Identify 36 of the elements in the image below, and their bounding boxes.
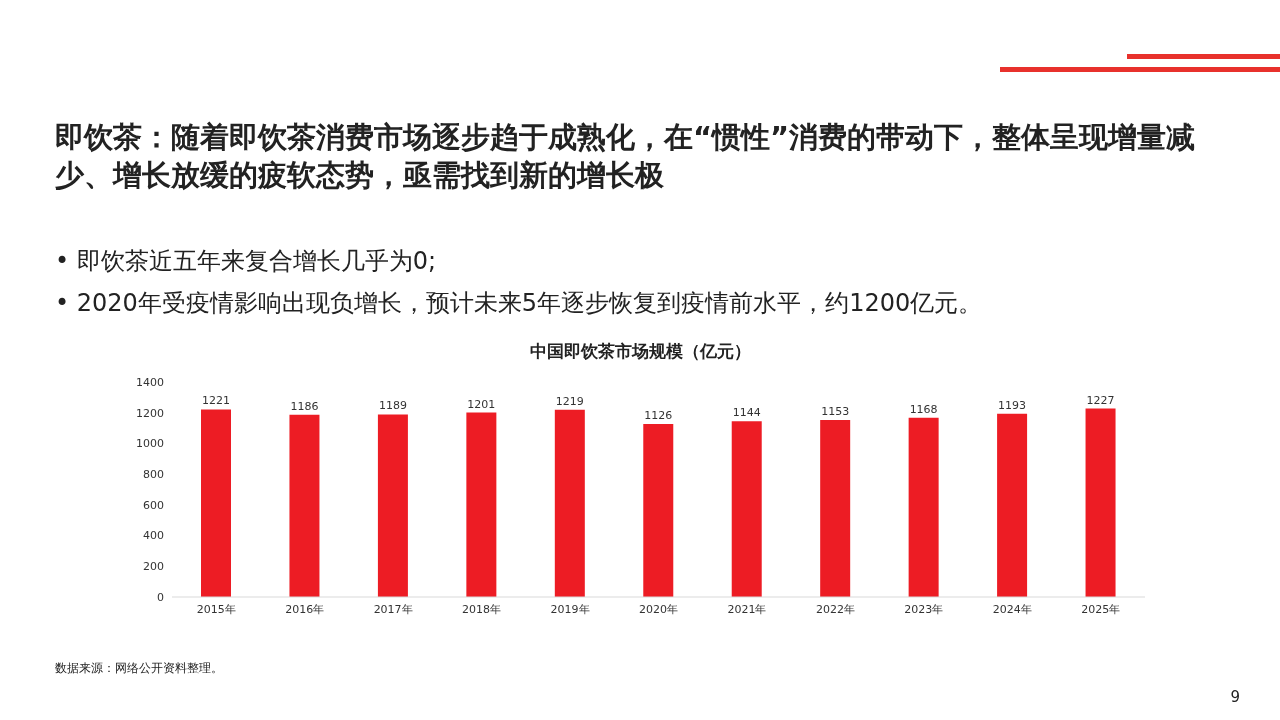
x-tick-label: 2023年 <box>904 602 944 616</box>
text: • 即饮茶近五年来复合增长几乎为0; <box>55 246 438 277</box>
data-label: 1219 <box>555 394 584 408</box>
x-tick-label: 2017年 <box>373 602 413 616</box>
x-tick-label: 2019年 <box>550 602 590 616</box>
x-tick-label: 2020年 <box>639 602 678 616</box>
data-label: 1227 <box>1086 393 1115 407</box>
data-label: 1193 <box>998 398 1027 412</box>
x-tick-label: 2022年 <box>815 602 855 616</box>
y-tick-label: 800 <box>143 468 164 482</box>
data-label: 1186 <box>290 399 319 413</box>
data-label: 1189 <box>378 399 407 413</box>
y-tick-label: 600 <box>143 498 164 512</box>
x-tick-label: 2016年 <box>285 602 325 616</box>
data-label: 1168 <box>909 402 938 416</box>
data-label: 1201 <box>467 397 496 411</box>
y-tick-label: 1400 <box>136 375 164 389</box>
x-tick-label: 2021年 <box>727 602 767 616</box>
text: • 2020年受疫情影响出现负增长，预计未来5年逐步恢复到疫情前水平，约1200亿元。 <box>55 288 983 319</box>
y-tick-label: 1200 <box>136 406 164 420</box>
text: 即饮茶：随着即饮茶消费市场逐步趋于成熟化，在“惯性”消费的带动下，整体呈现增量减少、增长放缓的疲软态势，亟需找到新的增长极 <box>55 119 1197 194</box>
data-label: 1126 <box>644 409 673 423</box>
source-note: 数据来源：网络公开资料整理。 <box>55 660 223 677</box>
y-tick-label: 0 <box>157 590 164 604</box>
y-tick-label: 1000 <box>136 437 164 451</box>
data-label: 1153 <box>821 404 850 418</box>
data-label: 1144 <box>732 406 761 420</box>
x-tick-label: 2025年 <box>1081 602 1121 616</box>
text: 9 <box>1230 688 1240 706</box>
data-label: 1221 <box>202 394 230 408</box>
x-tick-label: 2024年 <box>992 602 1032 616</box>
x-tick-label: 2015年 <box>196 602 236 616</box>
x-tick-label: 2018年 <box>462 602 502 616</box>
y-tick-label: 200 <box>143 560 164 574</box>
chart-title: 中国即饮茶市场规模（亿元） <box>528 340 752 363</box>
y-tick-label: 400 <box>143 529 164 543</box>
